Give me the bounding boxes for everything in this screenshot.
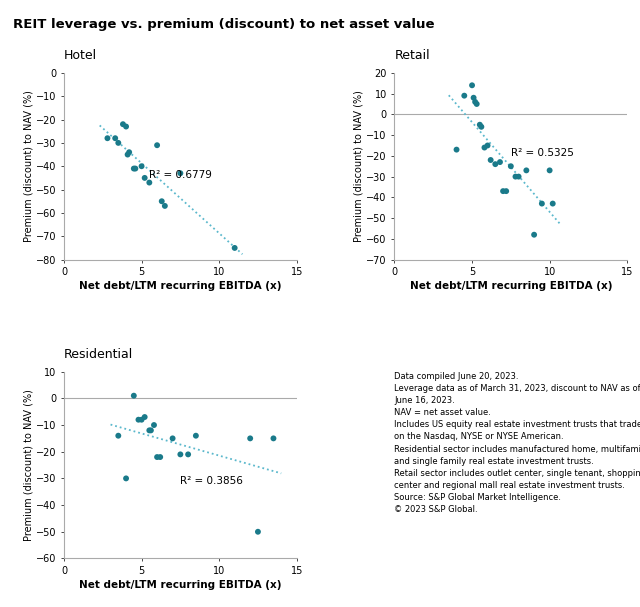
Text: R² = 0.5325: R² = 0.5325	[511, 148, 573, 158]
Point	[149, 420, 159, 430]
Point	[245, 433, 255, 443]
Point	[121, 473, 131, 483]
Point	[146, 426, 156, 435]
Point	[191, 431, 201, 441]
Point	[548, 198, 558, 208]
Point	[157, 197, 167, 206]
Point	[175, 450, 186, 459]
Point	[476, 122, 486, 132]
Point	[495, 157, 505, 167]
Point	[483, 141, 493, 151]
Text: Residential: Residential	[64, 348, 133, 361]
Point	[459, 91, 469, 101]
X-axis label: Net debt/LTM recurring EBITDA (x): Net debt/LTM recurring EBITDA (x)	[410, 282, 612, 291]
Point	[513, 172, 524, 181]
Point	[110, 134, 120, 143]
Point	[486, 155, 496, 165]
Point	[498, 186, 508, 196]
Point	[131, 164, 141, 174]
Y-axis label: Premium (discount) to NAV (%): Premium (discount) to NAV (%)	[353, 90, 364, 242]
Point	[152, 140, 162, 150]
Point	[136, 161, 147, 171]
Point	[253, 527, 263, 537]
Point	[545, 166, 555, 175]
Text: Retail: Retail	[394, 49, 430, 62]
Point	[129, 391, 139, 401]
Point	[451, 144, 461, 154]
Point	[175, 168, 186, 178]
Text: R² = 0.3856: R² = 0.3856	[180, 476, 243, 486]
Point	[268, 433, 278, 443]
Point	[113, 431, 124, 441]
Point	[472, 99, 482, 109]
Point	[501, 186, 511, 196]
Text: REIT leverage vs. premium (discount) to net asset value: REIT leverage vs. premium (discount) to …	[13, 18, 435, 31]
Point	[475, 120, 485, 129]
X-axis label: Net debt/LTM recurring EBITDA (x): Net debt/LTM recurring EBITDA (x)	[79, 282, 282, 291]
Point	[468, 93, 479, 103]
Point	[160, 201, 170, 211]
Point	[144, 178, 154, 188]
Point	[140, 412, 150, 422]
Point	[129, 164, 139, 174]
Point	[470, 97, 480, 107]
Point	[529, 230, 540, 240]
Point	[122, 150, 132, 160]
Point	[102, 134, 113, 143]
Point	[133, 415, 143, 424]
Point	[136, 415, 147, 424]
Point	[506, 161, 516, 171]
Text: R² = 0.6779: R² = 0.6779	[149, 170, 212, 180]
Text: Hotel: Hotel	[64, 49, 97, 62]
Point	[144, 426, 154, 435]
Point	[521, 166, 531, 175]
Point	[124, 148, 134, 157]
Point	[140, 173, 150, 183]
Point	[230, 243, 240, 253]
Point	[537, 198, 547, 208]
Point	[155, 452, 165, 462]
Point	[510, 172, 520, 181]
X-axis label: Net debt/LTM recurring EBITDA (x): Net debt/LTM recurring EBITDA (x)	[79, 580, 282, 590]
Point	[118, 120, 128, 129]
Text: Data compiled June 20, 2023.
Leverage data as of March 31, 2023, discount to NAV: Data compiled June 20, 2023. Leverage da…	[394, 371, 640, 514]
Point	[490, 159, 500, 169]
Point	[121, 121, 131, 131]
Y-axis label: Premium (discount) to NAV (%): Premium (discount) to NAV (%)	[23, 90, 33, 242]
Point	[168, 433, 178, 443]
Point	[467, 81, 477, 90]
Point	[152, 452, 162, 462]
Point	[479, 143, 490, 152]
Point	[183, 450, 193, 459]
Point	[113, 138, 124, 148]
Y-axis label: Premium (discount) to NAV (%): Premium (discount) to NAV (%)	[23, 389, 33, 541]
